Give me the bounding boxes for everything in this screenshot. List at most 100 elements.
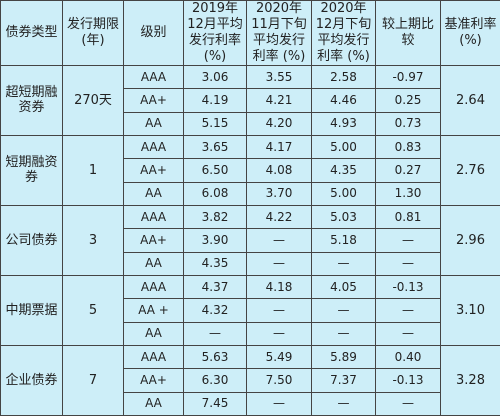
- term: 270天: [62, 65, 124, 136]
- header-cell: 级别: [123, 0, 184, 66]
- rating: AA: [123, 111, 184, 136]
- table-row: AA+ 4.19 4.21 4.46 0.25: [1, 88, 500, 113]
- rate-cell: 5.03: [311, 204, 376, 230]
- rating: AAA: [123, 274, 184, 300]
- rate-cell: 6.08: [183, 181, 247, 206]
- rating: AA: [123, 251, 184, 276]
- rate-cell: 4.21: [246, 88, 312, 113]
- rate-cell: —: [311, 251, 376, 276]
- rate-cell: 0.25: [375, 88, 441, 113]
- rate-cell: —: [246, 321, 312, 346]
- rating: AAA: [123, 344, 184, 370]
- bond-type: 短期融资券: [0, 134, 63, 206]
- rate-cell: 5.49: [246, 344, 312, 370]
- rate-cell: 7.37: [311, 368, 376, 393]
- rate-cell: —: [311, 321, 376, 346]
- term: 3: [62, 204, 124, 276]
- rating: AAA: [123, 64, 184, 90]
- rate-cell: 7.45: [183, 391, 247, 416]
- rate-cell: —: [246, 298, 312, 323]
- rate-cell: 5.00: [311, 134, 376, 160]
- rate-cell: 3.90: [183, 228, 247, 253]
- rate-cell: 4.35: [311, 158, 376, 183]
- base-rate: 3.10: [440, 274, 500, 346]
- rate-cell: 3.55: [246, 64, 312, 90]
- rate-cell: 4.20: [246, 111, 312, 136]
- rate-cell: 4.18: [246, 274, 312, 300]
- rating: AA: [123, 181, 184, 206]
- rate-cell: 5.18: [311, 228, 376, 253]
- rate-cell: 3.06: [183, 64, 247, 90]
- header-cell: 2020年12月下旬平均发行利率 (%): [311, 0, 376, 66]
- rate-cell: —: [246, 228, 312, 253]
- rate-cell: 5.89: [311, 344, 376, 370]
- table-row: AA 4.35— — —: [1, 251, 500, 276]
- term: 1: [62, 134, 124, 206]
- rate-cell: 3.65: [183, 134, 247, 160]
- rate-cell: 4.19: [183, 88, 247, 113]
- rate-cell: 0.40: [375, 344, 441, 370]
- rate-cell: 0.27: [375, 158, 441, 183]
- rate-cell: —: [375, 321, 441, 346]
- table-row: 超短期融资券 270天 AAA 3.06 3.55 2.58 -0.97 2.64: [0, 64, 500, 136]
- rate-cell: 3.70: [246, 181, 312, 206]
- rate-cell: 5.15: [183, 111, 247, 136]
- rating: AA+: [123, 158, 184, 183]
- rate-cell: 6.30: [183, 368, 247, 393]
- rate-cell: 4.35: [183, 251, 247, 276]
- rate-cell: —: [375, 251, 441, 276]
- rate-cell: 5.63: [183, 344, 247, 370]
- base-rate: 2.76: [440, 134, 500, 206]
- table-row: AA+ 6.50 4.08 4.35 0.27: [1, 158, 500, 183]
- rate-cell: —: [375, 228, 441, 253]
- table-row: 公司债券 3 AAA 3.82 4.22 5.03 0.81 2.96: [0, 204, 500, 276]
- rate-cell: —: [311, 298, 376, 323]
- rate-cell: 4.22: [246, 204, 312, 230]
- header-cell: 2019年12月平均发行利率(%): [183, 0, 247, 66]
- rating: AA+: [123, 228, 184, 253]
- term: 7: [62, 344, 124, 416]
- table-row: AA 6.08 3.70 5.00 1.30: [1, 181, 500, 206]
- header-cell: 较上期比较: [375, 0, 441, 66]
- bond-type: 超短期融资券: [0, 65, 63, 136]
- table-row: 中期票据 5 AAA 4.37 4.18 4.05 -0.13 3.10: [0, 274, 500, 346]
- bond-type: 中期票据: [0, 274, 63, 346]
- rate-cell: 4.05: [311, 274, 376, 300]
- rate-cell: —: [311, 391, 376, 416]
- rating: AA+: [123, 368, 184, 393]
- rate-cell: 4.46: [311, 88, 376, 113]
- rate-cell: 2.58: [311, 64, 376, 90]
- rate-cell: -0.13: [375, 274, 441, 300]
- rate-cell: —: [246, 391, 312, 416]
- rate-cell: 1.30: [375, 181, 441, 206]
- rate-cell: 3.82: [183, 204, 247, 230]
- rate-cell: 4.08: [246, 158, 312, 183]
- rate-cell: —: [246, 251, 312, 276]
- header-cell: 基准利率(%): [440, 0, 500, 66]
- table-row: AA 7.45— — —: [1, 391, 500, 416]
- rate-cell: —: [375, 298, 441, 323]
- table-row: AA+ 6.30 7.50 7.37 -0.13: [1, 368, 500, 393]
- rate-cell: 5.00: [311, 181, 376, 206]
- rating: AA+: [123, 88, 184, 113]
- header-cell: 发行期限(年): [62, 0, 124, 66]
- rating: AA +: [123, 298, 184, 323]
- rate-cell: -0.13: [375, 368, 441, 393]
- base-rate: 3.28: [440, 344, 500, 416]
- table-row: 短期融资券 1 AAA 3.65 4.17 5.00 0.83 2.76: [0, 134, 500, 206]
- rating: AA: [123, 391, 184, 416]
- rating: AAA: [123, 134, 184, 160]
- rate-cell: —: [183, 321, 247, 346]
- bond-type: 公司债券: [0, 204, 63, 276]
- rate-cell: 0.81: [375, 204, 441, 230]
- header-cell: 2020年11月下旬平均发行利率 (%): [246, 0, 312, 66]
- rate-cell: —: [375, 391, 441, 416]
- rate-cell: 4.37: [183, 274, 247, 300]
- rate-cell: 4.17: [246, 134, 312, 160]
- rate-cell: 0.83: [375, 134, 441, 160]
- header-cell: 债券类型: [0, 0, 63, 66]
- term: 5: [62, 274, 124, 346]
- rate-cell: 4.32: [183, 298, 247, 323]
